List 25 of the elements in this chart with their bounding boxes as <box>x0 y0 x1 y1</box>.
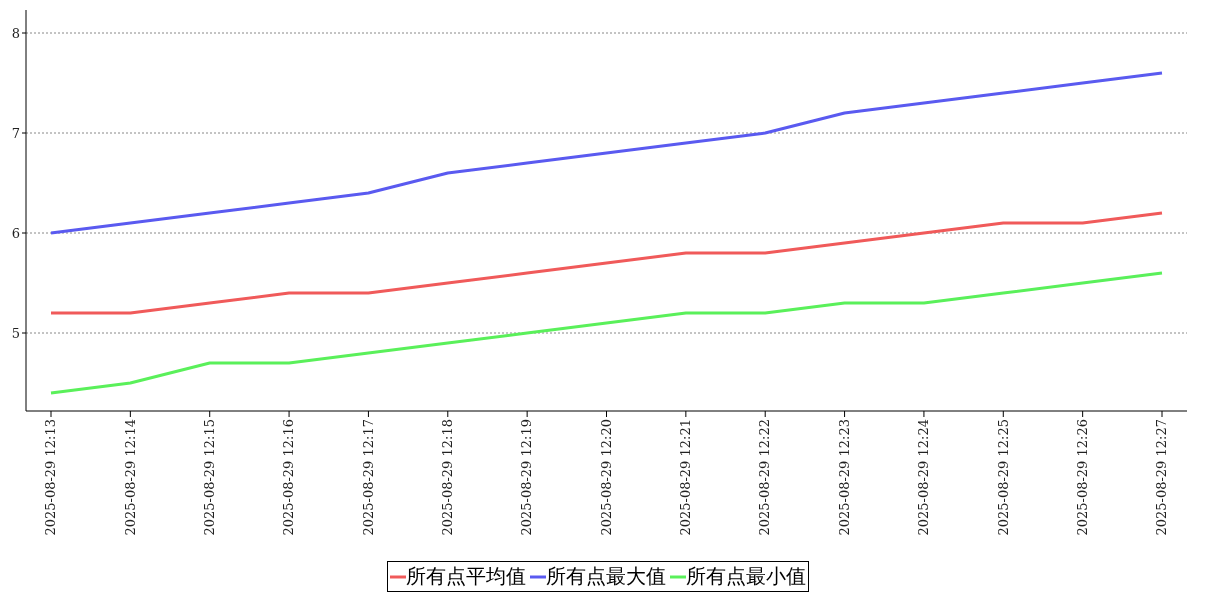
line-series <box>49 271 1164 395</box>
x-tick-label: 2025-08-29 12:20 <box>598 419 614 536</box>
x-tick-label: 2025-08-29 12:17 <box>360 419 376 536</box>
legend-label: 所有点平均值 <box>405 563 526 590</box>
x-tick-label: 2025-08-29 12:25 <box>995 419 1011 536</box>
x-tick-label: 2025-08-29 12:16 <box>281 419 297 536</box>
x-tick-label: 2025-08-29 12:21 <box>678 419 694 536</box>
line-series <box>49 211 1164 315</box>
y-tick-label: 6 <box>11 225 20 241</box>
x-tick-label: 2025-08-29 12:22 <box>757 419 773 536</box>
x-tick-label: 2025-08-29 12:13 <box>43 419 59 536</box>
y-tick-label: 5 <box>11 325 20 341</box>
legend-label: 所有点最大值 <box>545 563 666 590</box>
legend-label: 所有点最小值 <box>685 563 806 590</box>
x-tick-label: 2025-08-29 12:23 <box>836 419 852 536</box>
y-tick-label: 7 <box>11 125 20 141</box>
x-tick-label: 2025-08-29 12:27 <box>1154 419 1170 536</box>
x-tick-label: 2025-08-29 12:15 <box>201 419 217 536</box>
x-tick-label: 2025-08-29 12:24 <box>916 419 932 536</box>
y-tick-label: 8 <box>11 25 20 41</box>
x-tick-label: 2025-08-29 12:26 <box>1074 419 1090 536</box>
x-tick-label: 2025-08-29 12:18 <box>440 419 456 536</box>
line-series <box>49 71 1164 235</box>
x-tick-label: 2025-08-29 12:19 <box>519 419 535 536</box>
x-tick-label: 2025-08-29 12:14 <box>122 419 138 536</box>
